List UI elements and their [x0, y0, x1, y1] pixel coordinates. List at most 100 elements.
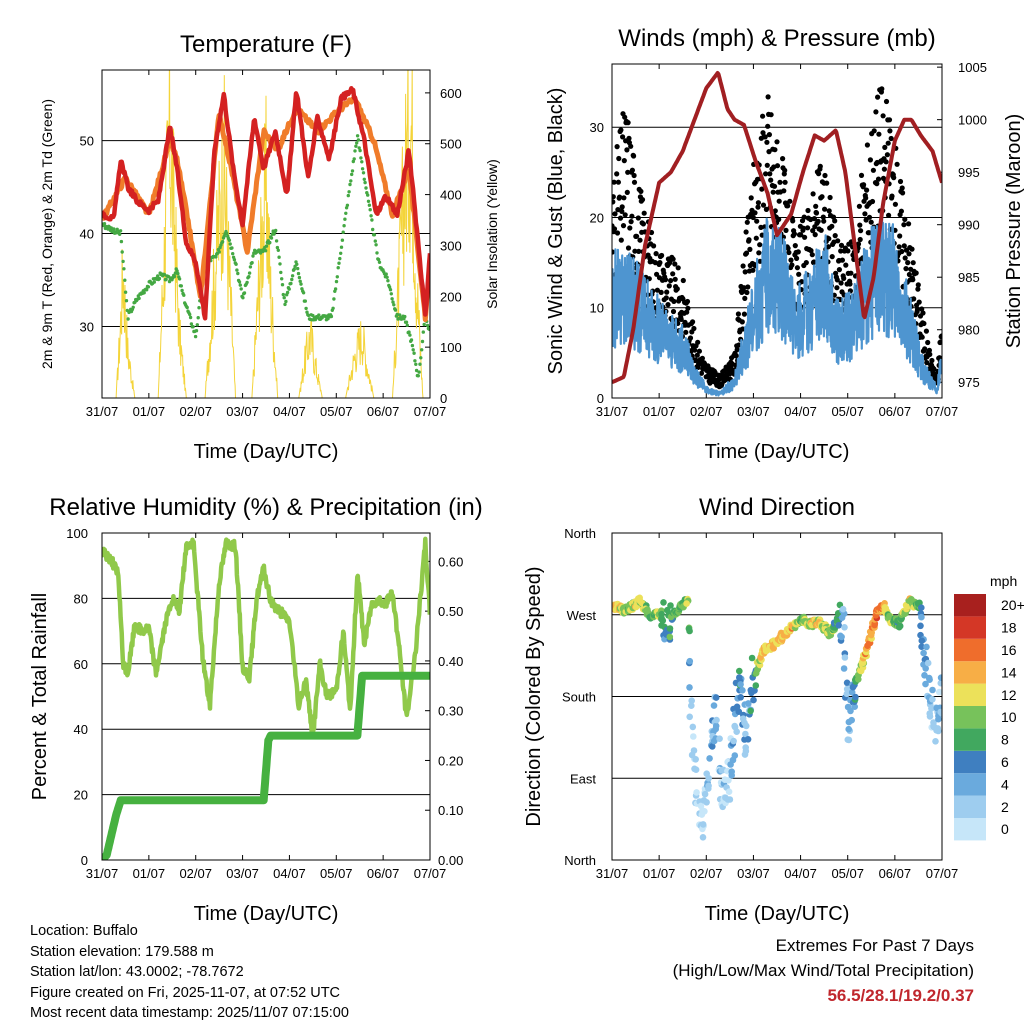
gust-point — [622, 212, 628, 218]
x-tick-label: 02/07 — [690, 866, 723, 881]
plot-border — [611, 63, 943, 399]
direction-point — [868, 629, 875, 636]
y-tick-label: 0 — [81, 853, 88, 868]
chart-title: Wind Direction — [699, 494, 855, 521]
dewpoint-point — [284, 299, 288, 304]
gust-point — [902, 255, 908, 261]
gust-point — [805, 225, 811, 231]
gust-point — [790, 218, 796, 224]
gust-point — [631, 172, 637, 179]
dewpoint-point — [120, 250, 124, 254]
gust-point — [927, 351, 933, 357]
gust-point — [627, 225, 633, 231]
dewpoint-point — [384, 272, 388, 276]
gust-point — [625, 245, 632, 251]
gust-point — [612, 211, 618, 217]
dewpoint-point — [214, 255, 218, 259]
plot-area — [102, 70, 430, 398]
dewpoint-point — [361, 171, 366, 175]
gust-point — [832, 233, 838, 239]
gust-point — [750, 214, 756, 221]
dewpoint-point — [268, 240, 272, 245]
y-axis-label: Sonic Wind & Gust (Blue, Black) — [545, 88, 567, 375]
y-axis-label: Direction (Colored By Speed) — [523, 566, 545, 826]
dewpoint-point — [353, 149, 357, 153]
x-tick-label: 06/07 — [879, 404, 912, 419]
legend-title: mph — [990, 573, 1017, 589]
dewpoint-point — [287, 287, 291, 291]
gust-point — [768, 177, 774, 183]
dewpoint-point — [122, 267, 126, 271]
direction-point — [701, 808, 708, 815]
dewpoint-point — [367, 203, 372, 207]
gust-point — [657, 260, 663, 266]
gust-point — [651, 243, 657, 249]
legend-swatch — [954, 706, 986, 729]
legend-label: 20+ — [1001, 597, 1024, 613]
gust-point — [612, 226, 618, 232]
gust-point — [800, 225, 807, 231]
gust-point — [740, 326, 746, 332]
dewpoint-point — [242, 291, 247, 295]
dewpoint-point — [317, 313, 321, 317]
recent-text: Most recent data timestamp: 2025/11/07 0… — [30, 1005, 349, 1022]
legend-label: 2 — [1001, 799, 1009, 815]
direction-point — [926, 713, 934, 720]
gust-point — [887, 128, 893, 134]
wind-line — [612, 206, 942, 397]
gust-point — [612, 249, 615, 255]
gust-point — [672, 261, 678, 267]
dewpoint-point — [366, 193, 370, 197]
y-tick-label: 80 — [74, 591, 88, 606]
gust-point — [785, 245, 791, 251]
gust-point — [612, 199, 616, 205]
gust-point — [640, 221, 647, 227]
gust-point — [755, 204, 761, 210]
pressure-line — [612, 71, 942, 385]
dewpoint-point — [296, 271, 301, 276]
y2-tick-label: 0 — [440, 391, 447, 406]
dewpoint-point — [304, 306, 308, 311]
gust-point — [620, 134, 626, 140]
dewpoint-point — [166, 275, 171, 279]
gust-point — [834, 277, 840, 283]
gust-point — [619, 204, 625, 210]
direction-point — [847, 707, 854, 715]
dewpoint-point — [277, 255, 281, 259]
gust-point — [634, 233, 640, 239]
y2-tick-label: 100 — [440, 340, 462, 355]
extremes-values: 56.5/28.1/19.2/0.37 — [827, 986, 974, 1005]
legend-swatch — [954, 795, 986, 818]
gust-point — [838, 242, 845, 248]
dewpoint-point — [348, 182, 352, 187]
gust-point — [692, 347, 698, 353]
direction-point — [932, 738, 939, 745]
gust-point — [879, 86, 885, 92]
direction-point — [835, 622, 842, 629]
dewpoint-point — [282, 296, 286, 300]
direction-point — [750, 696, 757, 704]
gust-point — [881, 166, 888, 172]
x-tick-label: 05/07 — [831, 866, 864, 881]
direction-point — [736, 667, 743, 675]
direction-point — [737, 694, 744, 701]
direction-point — [712, 722, 720, 730]
x-tick-label: 04/07 — [784, 404, 817, 419]
gust-point — [845, 248, 851, 254]
dewpoint-point — [247, 271, 252, 275]
plot-border — [101, 532, 431, 861]
direction-point — [706, 755, 713, 762]
direction-point — [728, 772, 735, 779]
gust-point — [755, 200, 762, 206]
gust-point — [695, 339, 701, 345]
direction-point — [922, 665, 929, 672]
gust-point — [641, 210, 647, 216]
gust-point — [743, 229, 749, 235]
gust-point — [810, 228, 816, 234]
gust-point — [809, 252, 815, 258]
gust-point — [889, 193, 895, 199]
dewpoint-point — [341, 230, 345, 234]
dewpoint-point — [305, 310, 309, 314]
gust-point — [743, 250, 750, 256]
gust-point — [621, 158, 627, 164]
